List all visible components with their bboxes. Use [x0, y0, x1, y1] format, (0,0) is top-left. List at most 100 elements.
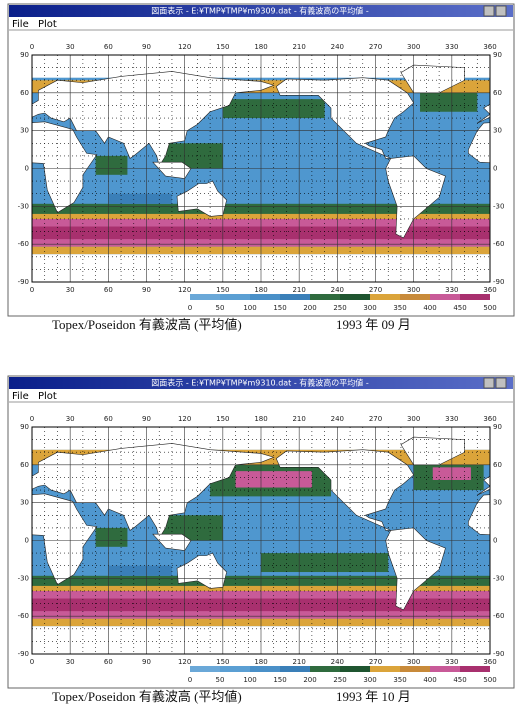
caption-date: 1993 年 09 月 — [336, 317, 411, 332]
lat-tick-label: 90 — [20, 51, 29, 59]
colorbar-label: 150 — [273, 304, 286, 312]
lat-tick-label: -30 — [493, 202, 504, 210]
colorbar-label: 500 — [483, 304, 496, 312]
lon-tick-label: 210 — [292, 415, 305, 423]
land — [477, 475, 490, 496]
colorbar-label: 450 — [453, 304, 466, 312]
lat-tick-label: 60 — [493, 461, 502, 469]
lon-tick-label: 270 — [369, 286, 382, 294]
land — [385, 527, 446, 611]
menu-item[interactable]: File — [12, 19, 29, 30]
colorbar-segment — [220, 666, 250, 672]
colorbar-label: 100 — [243, 676, 256, 684]
wave-band — [108, 193, 172, 204]
colorbar-segment — [400, 294, 430, 300]
colorbar-segment — [430, 294, 460, 300]
lon-tick-label: 330 — [445, 658, 458, 666]
lon-tick-label: 360 — [483, 415, 496, 423]
lon-tick-label: 60 — [104, 415, 113, 423]
lat-tick-label: 30 — [20, 127, 29, 135]
land — [176, 180, 227, 217]
window-button[interactable] — [483, 377, 495, 389]
lat-tick-label: -60 — [493, 612, 504, 620]
colorbar-label: 100 — [243, 304, 256, 312]
lat-tick-label: 30 — [493, 127, 502, 135]
colorbar-label: 400 — [423, 676, 436, 684]
colorbar-segment — [190, 666, 220, 672]
lat-tick-label: 60 — [20, 89, 29, 97]
lat-tick-label: 30 — [20, 499, 29, 507]
colorbar-label: 450 — [453, 676, 466, 684]
lon-tick-label: 30 — [66, 286, 75, 294]
colorbar-label: 0 — [188, 676, 192, 684]
land — [32, 121, 98, 214]
land — [32, 493, 98, 586]
lon-tick-label: 90 — [142, 415, 151, 423]
lat-tick-label: 60 — [20, 461, 29, 469]
wave-band — [95, 155, 128, 175]
colorbar-label: 0 — [188, 304, 192, 312]
lat-tick-label: 60 — [493, 89, 502, 97]
menu-item[interactable]: Plot — [38, 391, 57, 402]
colorbar-segment — [400, 666, 430, 672]
lat-tick-label: -30 — [493, 574, 504, 582]
colorbar-segment — [250, 294, 280, 300]
lon-tick-label: 270 — [369, 415, 382, 423]
lon-tick-label: 240 — [331, 658, 344, 666]
land — [385, 155, 446, 239]
colorbar-label: 200 — [303, 304, 316, 312]
lon-tick-label: 150 — [216, 286, 229, 294]
colorbar-label: 150 — [273, 676, 286, 684]
lat-tick-label: -60 — [18, 240, 29, 248]
colorbar-segment — [190, 294, 220, 300]
lon-tick-label: 270 — [369, 43, 382, 51]
lon-tick-label: 360 — [483, 658, 496, 666]
colorbar-label: 500 — [483, 676, 496, 684]
lon-tick-label: 30 — [66, 415, 75, 423]
window-title: 図面表示 - E:¥TMP¥TMP¥m9310.dat - 有義波高の平均値 - — [151, 378, 369, 388]
lat-tick-label: -30 — [18, 574, 29, 582]
lon-tick-label: 0 — [30, 658, 34, 666]
colorbar-segment — [460, 666, 490, 672]
colorbar-label: 250 — [333, 676, 346, 684]
colorbar-label: 50 — [216, 304, 225, 312]
colorbar-label: 300 — [363, 676, 376, 684]
caption-date: 1993 年 10 月 — [336, 689, 411, 704]
colorbar-segment — [280, 294, 310, 300]
caption: Topex/Poseidon 有義波高 (平均値) — [52, 689, 242, 704]
lon-tick-label: 180 — [254, 415, 267, 423]
wave-band — [261, 553, 389, 573]
colorbar-segment — [280, 666, 310, 672]
colorbar-segment — [250, 666, 280, 672]
colorbar-label: 350 — [393, 676, 406, 684]
lat-tick-label: -90 — [493, 650, 504, 658]
menu-item[interactable]: Plot — [38, 19, 57, 30]
lon-tick-label: 210 — [292, 658, 305, 666]
land — [152, 161, 192, 179]
land — [468, 494, 490, 536]
colorbar-label: 350 — [393, 304, 406, 312]
window-button[interactable] — [495, 377, 507, 389]
colorbar-segment — [430, 666, 460, 672]
colorbar-label: 400 — [423, 304, 436, 312]
lat-tick-label: -60 — [493, 240, 504, 248]
lat-tick-label: 0 — [25, 165, 29, 173]
land — [468, 122, 490, 164]
lon-tick-label: 300 — [407, 415, 420, 423]
colorbar-segment — [310, 294, 340, 300]
lon-tick-label: 300 — [407, 286, 420, 294]
wave-band — [420, 90, 478, 112]
lon-tick-label: 240 — [331, 415, 344, 423]
lon-tick-label: 150 — [216, 658, 229, 666]
menu-item[interactable]: File — [12, 391, 29, 402]
window-button[interactable] — [495, 5, 507, 17]
lon-tick-label: 360 — [483, 43, 496, 51]
map-frame — [31, 426, 491, 655]
land — [176, 552, 227, 589]
colorbar-segment — [460, 294, 490, 300]
lon-tick-label: 180 — [254, 43, 267, 51]
lon-tick-label: 120 — [178, 658, 191, 666]
window-button[interactable] — [483, 5, 495, 17]
